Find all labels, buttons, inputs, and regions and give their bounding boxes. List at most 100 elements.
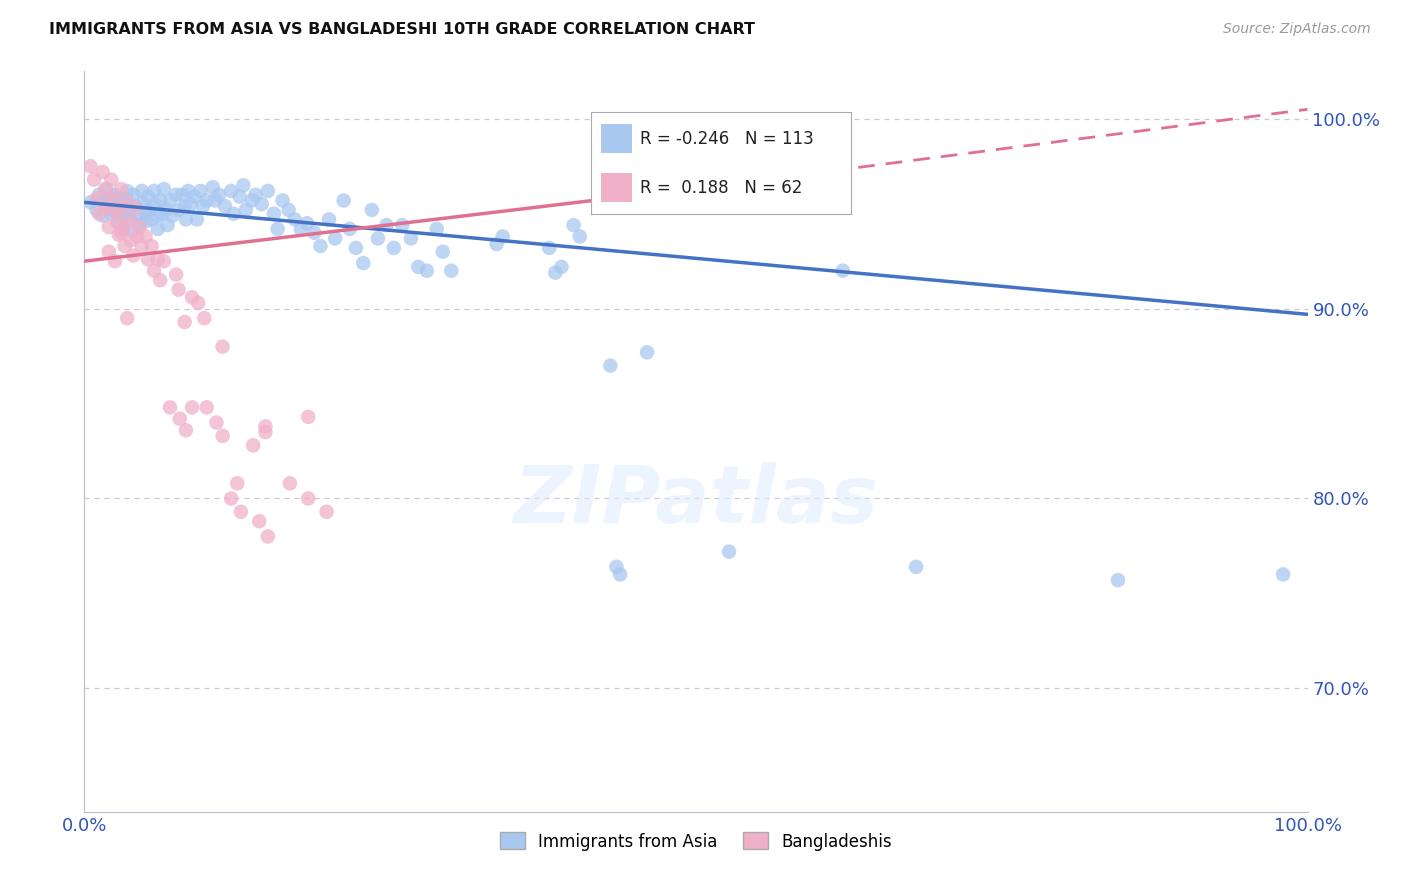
- Text: ZIPatlas: ZIPatlas: [513, 462, 879, 540]
- Point: [156, 218, 179, 232]
- Point: [1107, 573, 1129, 587]
- Point: [165, 268, 187, 282]
- Point: [110, 192, 132, 206]
- Point: [177, 184, 200, 198]
- Point: [153, 182, 176, 196]
- Point: [105, 214, 128, 228]
- Point: [201, 180, 224, 194]
- Point: [211, 429, 233, 443]
- Point: [101, 192, 124, 206]
- Point: [211, 340, 233, 354]
- Text: R =  0.188   N = 62: R = 0.188 N = 62: [640, 179, 803, 197]
- Point: [831, 263, 853, 277]
- Point: [115, 195, 138, 210]
- Point: [1272, 567, 1295, 582]
- Point: [115, 311, 138, 326]
- Point: [135, 207, 157, 221]
- Point: [360, 202, 382, 217]
- Point: [146, 222, 169, 236]
- Point: [100, 207, 122, 221]
- Point: [432, 244, 454, 259]
- Point: [110, 201, 132, 215]
- Point: [254, 425, 277, 439]
- Point: [94, 182, 117, 196]
- Point: [96, 182, 118, 196]
- Point: [136, 252, 159, 267]
- Point: [97, 220, 120, 235]
- Point: [229, 505, 252, 519]
- Point: [408, 260, 430, 274]
- Point: [284, 212, 307, 227]
- Point: [173, 199, 195, 213]
- Point: [183, 189, 205, 203]
- Point: [315, 505, 337, 519]
- Point: [122, 224, 145, 238]
- Point: [605, 559, 627, 574]
- Point: [254, 419, 277, 434]
- Point: [138, 202, 160, 217]
- Point: [297, 491, 319, 506]
- Point: [159, 194, 181, 208]
- Point: [263, 207, 285, 221]
- Point: [180, 197, 202, 211]
- Point: [219, 184, 242, 198]
- Point: [110, 226, 132, 240]
- Point: [141, 239, 163, 253]
- Point: [568, 229, 591, 244]
- Point: [290, 222, 312, 236]
- Point: [131, 184, 153, 198]
- Point: [104, 197, 127, 211]
- Point: [190, 184, 212, 198]
- Point: [120, 212, 142, 227]
- Point: [492, 229, 515, 244]
- Point: [352, 256, 374, 270]
- Point: [222, 207, 245, 221]
- Point: [208, 187, 231, 202]
- Point: [257, 184, 280, 198]
- Point: [416, 263, 439, 277]
- Point: [100, 172, 122, 186]
- Point: [191, 199, 214, 213]
- Point: [91, 165, 114, 179]
- Point: [344, 241, 367, 255]
- Point: [544, 266, 567, 280]
- Point: [186, 212, 208, 227]
- Point: [125, 229, 148, 244]
- Point: [136, 189, 159, 203]
- Point: [266, 222, 288, 236]
- Point: [226, 476, 249, 491]
- Point: [135, 214, 157, 228]
- Point: [219, 491, 242, 506]
- Point: [905, 559, 928, 574]
- Point: [277, 202, 299, 217]
- Point: [323, 231, 346, 245]
- Point: [104, 202, 127, 217]
- Point: [271, 194, 294, 208]
- Point: [599, 359, 621, 373]
- Point: [125, 199, 148, 213]
- Point: [187, 296, 209, 310]
- Point: [91, 194, 114, 208]
- Point: [172, 187, 194, 202]
- Point: [214, 199, 236, 213]
- Point: [155, 202, 177, 217]
- Point: [87, 187, 110, 202]
- Point: [146, 209, 169, 223]
- Point: [114, 239, 136, 253]
- Point: [149, 273, 172, 287]
- Point: [128, 218, 150, 232]
- Point: [122, 248, 145, 262]
- Point: [367, 231, 389, 245]
- FancyBboxPatch shape: [600, 124, 633, 153]
- Point: [375, 218, 398, 232]
- Point: [181, 401, 204, 415]
- Point: [165, 187, 187, 202]
- Point: [232, 178, 254, 193]
- Point: [195, 401, 218, 415]
- Point: [242, 438, 264, 452]
- Point: [295, 216, 318, 230]
- Point: [107, 216, 129, 230]
- Point: [426, 222, 449, 236]
- Point: [128, 220, 150, 235]
- Point: [174, 423, 197, 437]
